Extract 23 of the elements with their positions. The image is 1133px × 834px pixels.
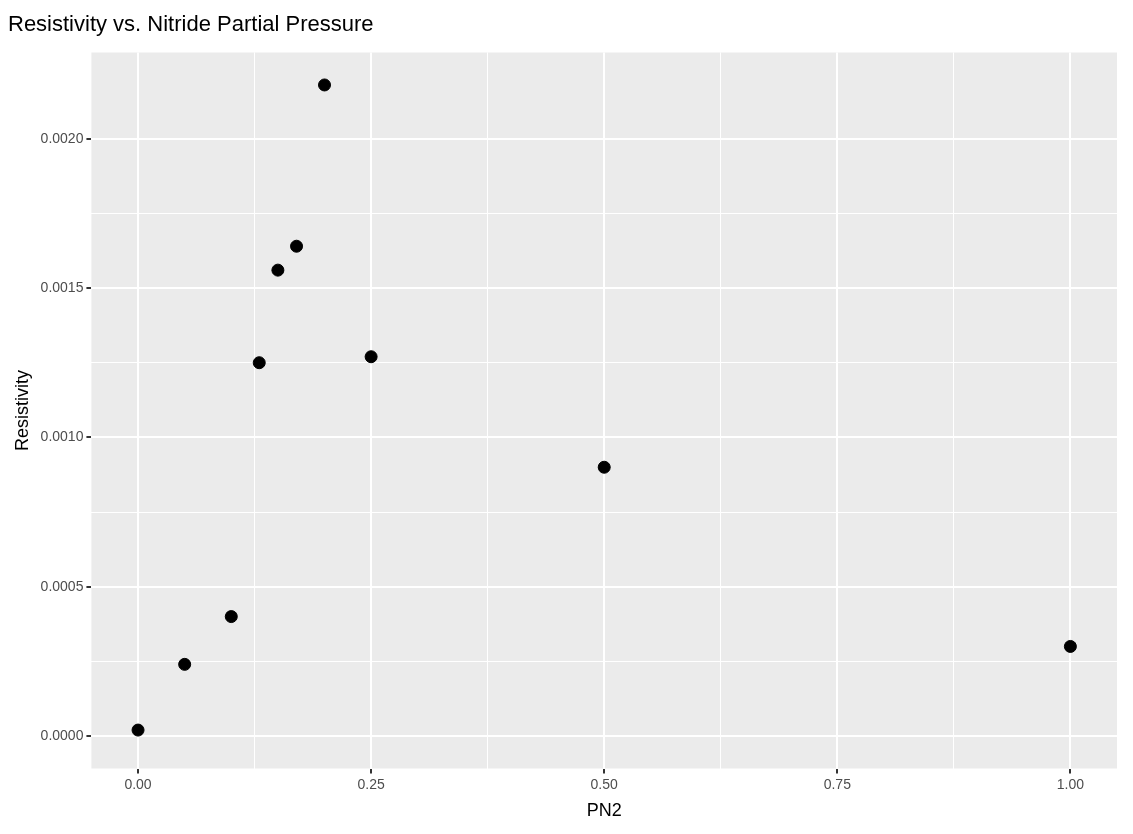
point [252, 356, 266, 370]
point [290, 239, 304, 253]
point [224, 610, 238, 624]
y-tick-label: 0.0000 [40, 726, 84, 743]
point [131, 723, 145, 737]
y-tick-label: 0.0005 [40, 577, 84, 594]
y-tick-label: 0.0010 [40, 428, 84, 445]
x-tick-label: 0.00 [124, 775, 152, 792]
x-tick-label: 1.00 [1056, 775, 1085, 792]
y-tick-label: 0.0020 [40, 129, 84, 146]
x-axis-title: PN2 [586, 800, 622, 821]
point [318, 78, 332, 92]
y-axis-title: Resistivity [11, 369, 32, 452]
y-tick-label: 0.0015 [40, 278, 84, 295]
point [597, 460, 611, 474]
point [1063, 639, 1077, 653]
x-tick-label: 0.25 [357, 775, 385, 792]
point [178, 657, 192, 671]
x-tick-label: 0.50 [590, 775, 619, 792]
point [271, 263, 285, 277]
x-tick-label: 0.75 [823, 775, 852, 792]
chart-title: Resistivity vs. Nitride Partial Pressure [8, 11, 374, 37]
point [364, 350, 378, 364]
